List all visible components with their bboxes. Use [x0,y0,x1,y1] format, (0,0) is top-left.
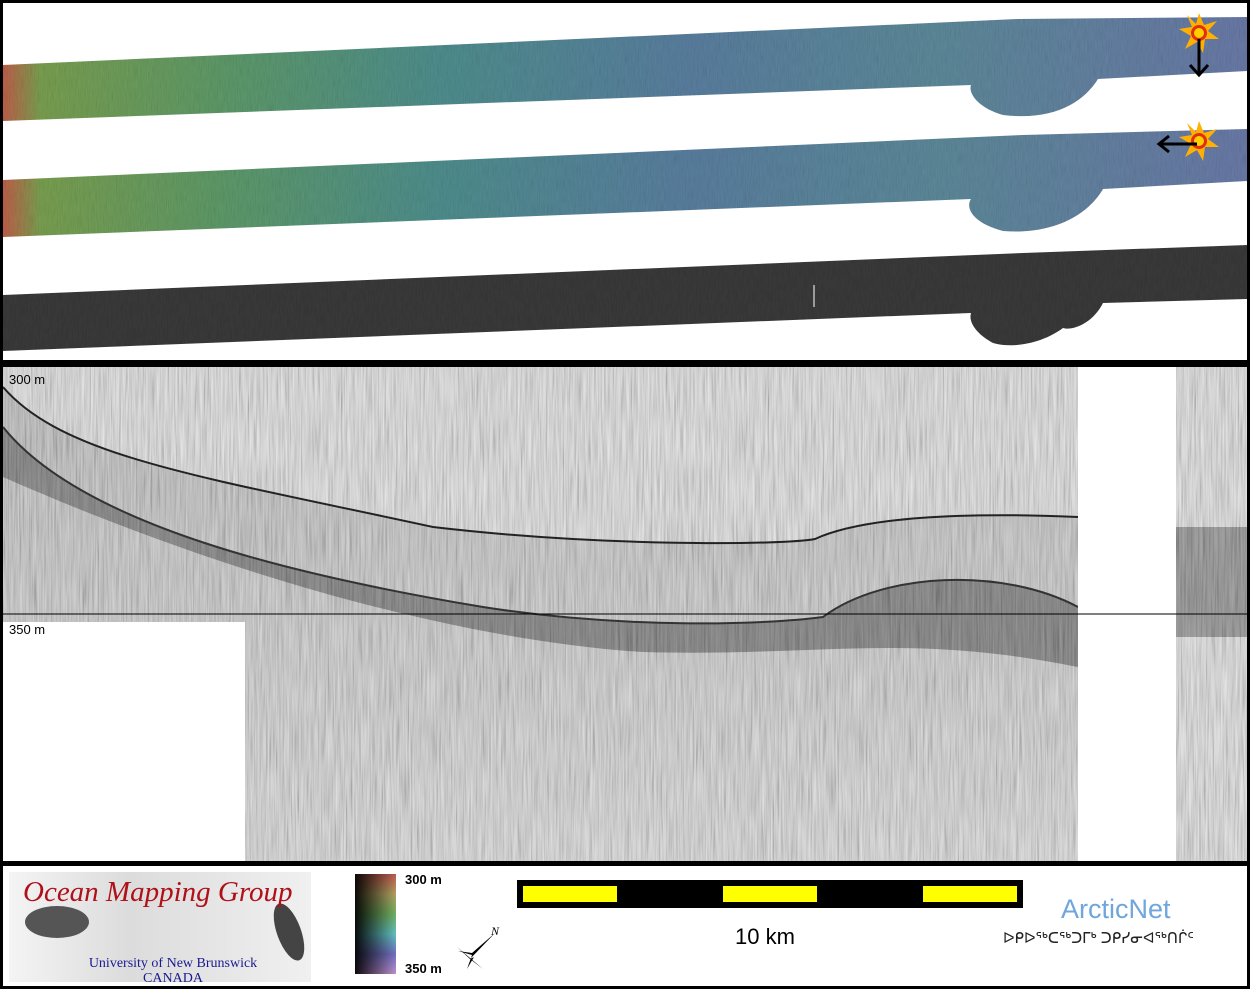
scale-bar [517,880,1023,908]
bathymetry-strip-1 [3,17,1247,121]
arcticnet-syllabics: ᐅᑭᐅᖅᑕᖅᑐᒥᒃ ᑐᑭᓯᓂᐊᖅᑎᒌᑦ [1003,930,1194,947]
logo-university: University of New Brunswick [88,956,258,971]
colorbar-min-label: 300 m [405,872,442,887]
swath-strips [3,13,1247,351]
logo-country: CANADA [143,971,203,986]
profile-image [3,367,1247,861]
legend-panel: Ocean Mapping Group University of New Br… [3,866,1247,986]
colorbar-max-label: 350 m [405,961,442,976]
arrow-down-icon [1188,39,1210,78]
swath-panel [3,3,1247,360]
backscatter-strip [3,245,1247,351]
arcticnet-logo: ArcticNet [1061,894,1171,924]
sun-icon-1 [1179,13,1219,53]
depth-colorbar [355,874,396,974]
depth-label-350: 350 m [9,622,46,637]
scale-bar-label: 10 km [735,924,795,949]
depth-label-300: 300 m [9,372,46,387]
subbottom-profile: 300 m 350 m [3,367,1247,861]
north-arrow-icon: N [457,924,500,969]
ocean-mapping-group-logo: Ocean Mapping Group University of New Br… [9,872,311,986]
arrow-left-icon [1156,134,1197,154]
bathymetry-strip-2 [3,129,1247,237]
north-label: N [490,924,500,938]
logo-title: Ocean Mapping Group [23,876,293,908]
